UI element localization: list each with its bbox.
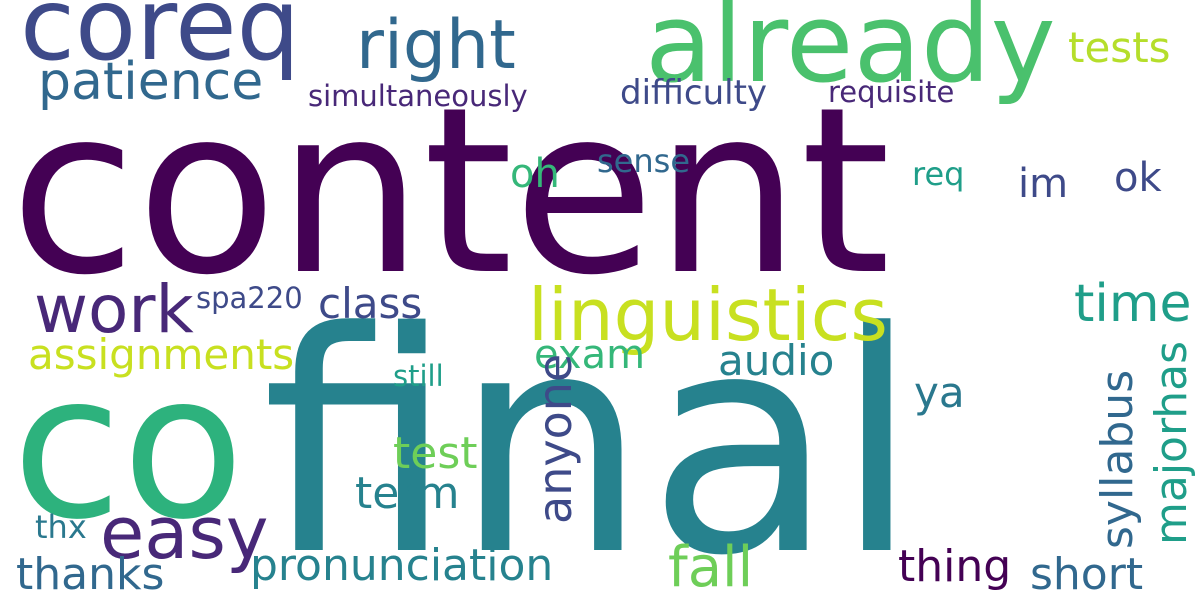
word-easy: easy — [100, 491, 269, 575]
word-content: content — [10, 59, 891, 326]
word-term: term — [355, 468, 460, 519]
word-class: class — [318, 279, 423, 328]
word-coreq: coreq — [20, 0, 301, 83]
word-simultaneously: simultaneously — [308, 79, 528, 113]
word-exam: exam — [534, 332, 646, 378]
word-time: time — [1074, 274, 1192, 334]
word-linguistics: linguistics — [528, 273, 888, 357]
word-thing: thing — [898, 541, 1012, 592]
word-right: right — [356, 6, 516, 85]
word-thx: thx — [35, 508, 87, 546]
word-difficulty: difficulty — [620, 73, 768, 113]
word-im: im — [1018, 161, 1069, 207]
word-anyone: anyone — [528, 353, 582, 524]
word-pronunciation: pronunciation — [250, 540, 554, 591]
word-audio: audio — [718, 336, 835, 385]
word-work: work — [34, 271, 194, 348]
word-final: final — [262, 267, 920, 600]
word-ok: ok — [1114, 155, 1162, 201]
word-thanks: thanks — [16, 549, 165, 600]
word-still: still — [393, 359, 444, 393]
word-requisite: requisite — [828, 75, 955, 109]
word-req: req — [912, 155, 965, 193]
word-majorhas: majorhas — [1146, 340, 1197, 545]
word-tests: tests — [1068, 23, 1171, 72]
word-fall: fall — [668, 535, 754, 600]
word-oh: oh — [510, 151, 560, 197]
word-ya: ya — [914, 368, 965, 417]
word-syllabus: syllabus — [1092, 369, 1143, 549]
word-short: short — [1030, 549, 1144, 600]
word-already: already — [645, 0, 1056, 107]
word-sense: sense — [597, 142, 690, 180]
word-spa220: spa220 — [196, 281, 303, 315]
word-co: co — [12, 331, 245, 564]
word-patience: patience — [38, 52, 264, 112]
word-test: test — [393, 428, 478, 479]
word-assignments: assignments — [28, 330, 295, 379]
